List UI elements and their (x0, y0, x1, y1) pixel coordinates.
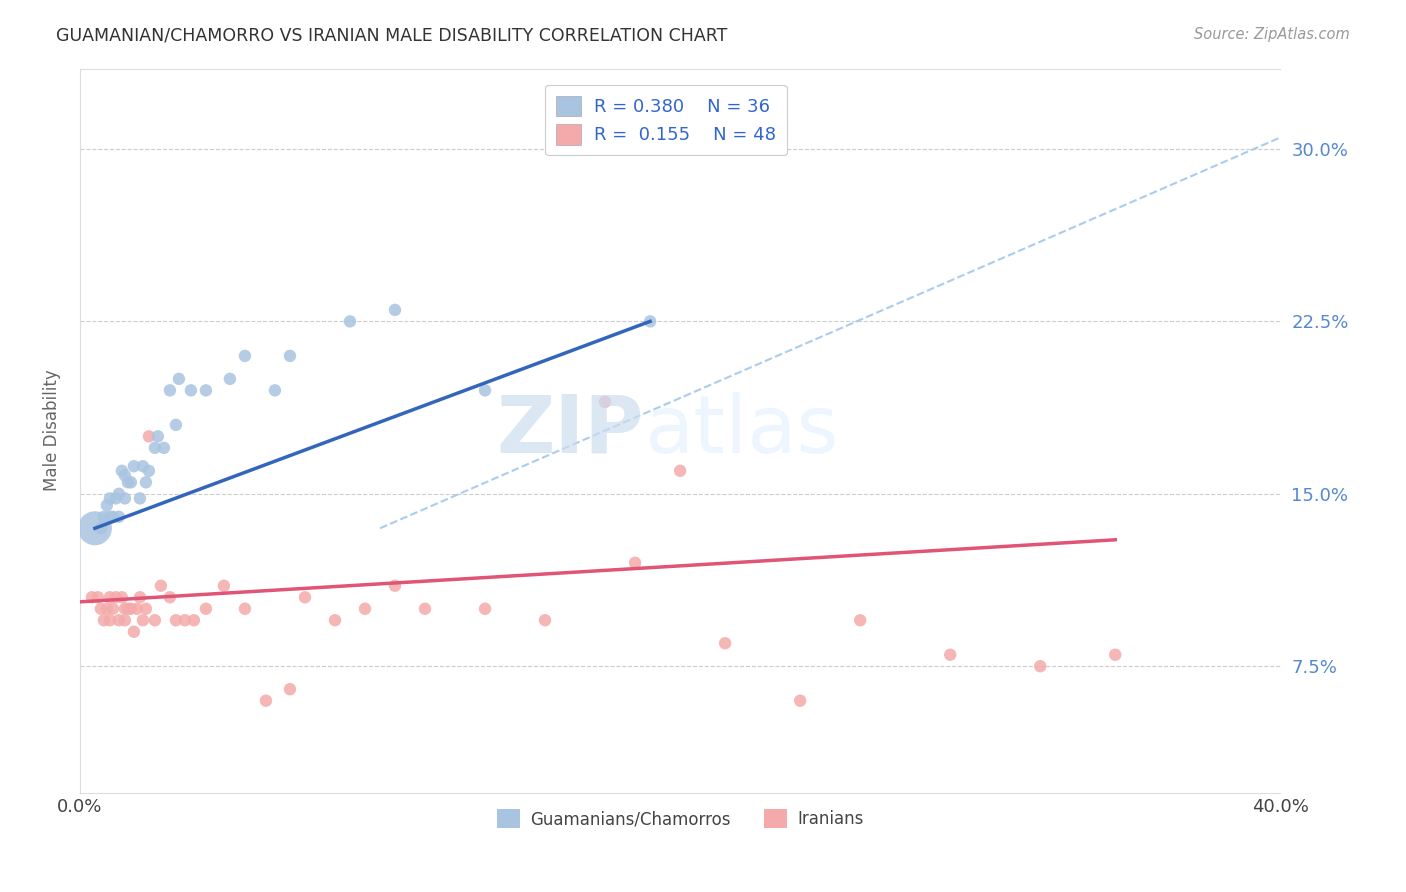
Point (534, 613, 557, 627)
Point (132, 613, 155, 627)
Point (114, 613, 136, 627)
Point (165, 417, 187, 432)
Point (278, 682, 301, 697)
Point (98, 509, 121, 524)
Point (90, 601, 112, 615)
Point (114, 491, 136, 506)
Point (153, 441, 176, 455)
Point (114, 601, 136, 615)
Point (108, 613, 131, 627)
Point (128, 591, 150, 605)
Point (165, 613, 187, 627)
Point (143, 441, 166, 455)
Point (80, 591, 103, 605)
Point (159, 384, 181, 398)
Point (159, 591, 181, 605)
Point (83, 521, 105, 535)
Point (624, 556, 647, 570)
Point (128, 491, 150, 506)
Text: Source: ZipAtlas.com: Source: ZipAtlas.com (1194, 27, 1350, 42)
Point (264, 384, 287, 398)
Point (384, 579, 406, 593)
Text: GUAMANIAN/CHAMORRO VS IRANIAN MALE DISABILITY CORRELATION CHART: GUAMANIAN/CHAMORRO VS IRANIAN MALE DISAB… (56, 27, 728, 45)
Point (120, 601, 142, 615)
Point (233, 601, 256, 615)
Point (789, 694, 811, 708)
Point (194, 601, 217, 615)
Point (254, 694, 277, 708)
Point (354, 601, 377, 615)
Point (135, 601, 157, 615)
Point (323, 613, 346, 627)
Point (714, 636, 737, 650)
Point (132, 459, 155, 474)
Point (194, 384, 217, 398)
Point (233, 349, 256, 363)
Point (104, 591, 127, 605)
Point (98, 613, 121, 627)
Legend: Guamanians/Chamorros, Iranians: Guamanians/Chamorros, Iranians (491, 803, 870, 835)
Point (167, 372, 190, 386)
Point (114, 468, 136, 483)
Point (125, 601, 148, 615)
Point (111, 464, 134, 478)
Point (474, 384, 496, 398)
Point (278, 349, 301, 363)
Point (939, 648, 962, 662)
Point (669, 464, 692, 478)
Point (180, 384, 202, 398)
Point (135, 475, 157, 490)
Point (474, 601, 496, 615)
Point (294, 591, 316, 605)
Point (138, 429, 160, 443)
Point (93, 613, 115, 627)
Point (87, 591, 110, 605)
Point (108, 487, 131, 501)
Point (96, 601, 118, 615)
Point (183, 613, 205, 627)
Point (117, 601, 139, 615)
Point (1029, 659, 1052, 673)
Point (101, 601, 124, 615)
Point (117, 475, 139, 490)
Point (219, 372, 242, 386)
Point (593, 395, 616, 409)
Point (1104, 648, 1126, 662)
Point (90, 521, 112, 535)
Point (638, 314, 661, 328)
Point (143, 613, 166, 627)
Point (146, 429, 169, 443)
Point (108, 509, 131, 524)
Point (96, 498, 118, 512)
Point (149, 579, 172, 593)
Point (98, 591, 121, 605)
Point (339, 314, 361, 328)
Point (101, 509, 124, 524)
Point (174, 613, 197, 627)
Point (122, 624, 145, 639)
Point (98, 491, 121, 506)
Point (212, 579, 235, 593)
Point (104, 491, 127, 506)
Y-axis label: Male Disability: Male Disability (44, 369, 60, 491)
Point (122, 459, 145, 474)
Point (93, 509, 115, 524)
Text: ZIP: ZIP (496, 392, 644, 469)
Point (413, 601, 436, 615)
Point (138, 464, 160, 478)
Point (849, 613, 872, 627)
Text: atlas: atlas (644, 392, 838, 469)
Point (120, 475, 142, 490)
Point (384, 302, 406, 317)
Point (111, 591, 134, 605)
